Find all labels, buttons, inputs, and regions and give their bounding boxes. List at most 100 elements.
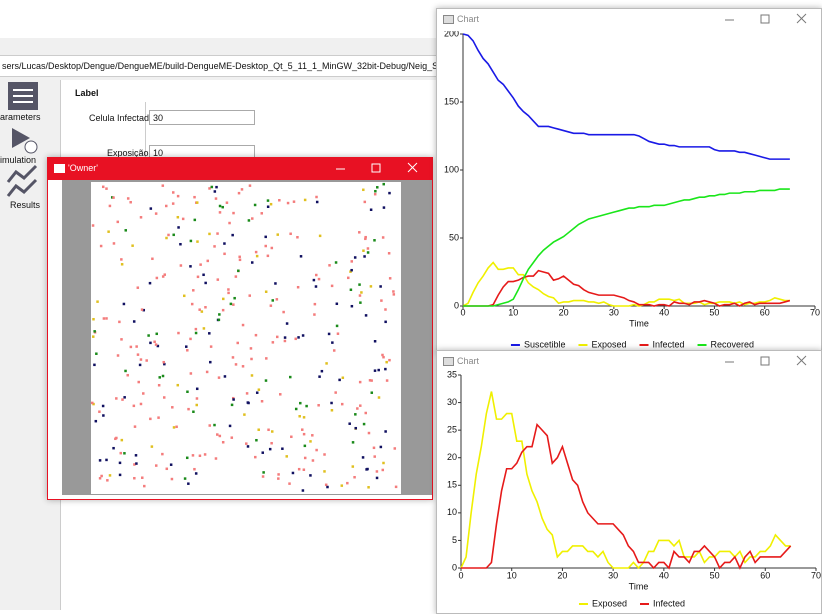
cell — [218, 319, 221, 322]
cell — [195, 328, 198, 331]
cell — [130, 346, 133, 349]
cell — [250, 358, 253, 361]
cell — [355, 427, 358, 430]
cell — [333, 349, 336, 352]
cell — [92, 224, 95, 227]
cell — [246, 392, 249, 395]
window-controls[interactable] — [723, 354, 813, 368]
cell — [289, 376, 292, 379]
x-tick-label: 70 — [810, 307, 820, 317]
cell — [92, 335, 95, 338]
cell — [385, 361, 388, 364]
cell — [127, 197, 130, 200]
cell — [99, 459, 102, 462]
cell — [351, 260, 354, 263]
cell — [124, 370, 127, 373]
cell — [338, 379, 341, 382]
cell — [300, 255, 303, 258]
cell — [186, 457, 189, 460]
cell — [162, 184, 165, 187]
cell — [100, 245, 103, 248]
cell — [255, 251, 258, 254]
cell — [359, 294, 362, 297]
cell — [141, 476, 144, 479]
cell — [231, 436, 234, 439]
cell — [346, 482, 349, 485]
cell — [232, 212, 235, 215]
cell — [279, 393, 282, 396]
cell — [352, 465, 355, 468]
cell — [352, 441, 355, 444]
cell — [270, 304, 273, 307]
cell — [296, 236, 299, 239]
cell — [155, 343, 158, 346]
cell — [196, 201, 199, 204]
cell — [219, 205, 222, 208]
cell — [219, 435, 222, 438]
y-tick-label: 5 — [452, 535, 457, 545]
path-bar: sers/Lucas/Desktop/Dengue/DengueME/build… — [0, 55, 436, 77]
cell — [316, 201, 319, 204]
y-tick-label: 0 — [452, 562, 457, 572]
cell — [171, 406, 174, 409]
window-controls[interactable] — [334, 161, 424, 175]
cell — [91, 402, 94, 405]
cell — [304, 445, 307, 448]
cell — [336, 303, 339, 306]
sidebar: arameters imulation Results — [0, 78, 46, 610]
cell — [133, 405, 136, 408]
window-icon — [443, 357, 454, 366]
x-tick-label: 40 — [659, 570, 669, 580]
cell — [384, 368, 387, 371]
cell — [215, 457, 218, 460]
y-tick-label: 35 — [447, 369, 457, 379]
cell — [137, 286, 140, 289]
cell — [319, 235, 322, 238]
cell — [192, 289, 195, 292]
cell — [315, 449, 318, 452]
chart-window: Chart 050100150200010203040506070TimeSus… — [436, 8, 822, 354]
cell — [363, 255, 366, 258]
cell — [241, 188, 244, 190]
sidebar-item[interactable]: arameters — [0, 112, 41, 122]
cell — [367, 486, 370, 489]
x-tick-label: 30 — [608, 570, 618, 580]
cell — [298, 468, 301, 471]
cell — [270, 203, 273, 206]
cell — [149, 342, 152, 345]
cell — [171, 478, 174, 481]
cell — [325, 484, 328, 487]
cell — [126, 374, 129, 377]
cell — [182, 218, 185, 221]
cell — [235, 363, 238, 366]
cell — [384, 321, 387, 324]
cell — [328, 333, 331, 336]
cell — [147, 334, 150, 337]
x-tick-label: 10 — [507, 570, 517, 580]
cell — [214, 190, 217, 193]
cell — [137, 381, 140, 384]
cell — [170, 463, 173, 466]
cell — [183, 295, 186, 298]
cell — [270, 442, 273, 445]
cell — [380, 446, 383, 449]
window-controls[interactable] — [723, 12, 813, 26]
cell — [376, 477, 379, 480]
cell — [121, 439, 124, 442]
sidebar-item[interactable]: Results — [10, 200, 40, 210]
cell — [140, 216, 143, 219]
cell — [318, 375, 321, 378]
cell — [262, 471, 265, 474]
cell — [364, 412, 367, 415]
cell — [255, 334, 258, 337]
series-line — [463, 34, 790, 159]
cell — [218, 376, 221, 379]
cell — [213, 245, 216, 248]
title-bar: Chart — [437, 351, 821, 371]
cell — [123, 303, 126, 306]
cell — [151, 445, 154, 448]
spin-box[interactable]: 30 — [149, 110, 255, 125]
chart-window: Chart 05101520253035010203040506070TimeE… — [436, 350, 822, 614]
cell — [393, 293, 396, 296]
